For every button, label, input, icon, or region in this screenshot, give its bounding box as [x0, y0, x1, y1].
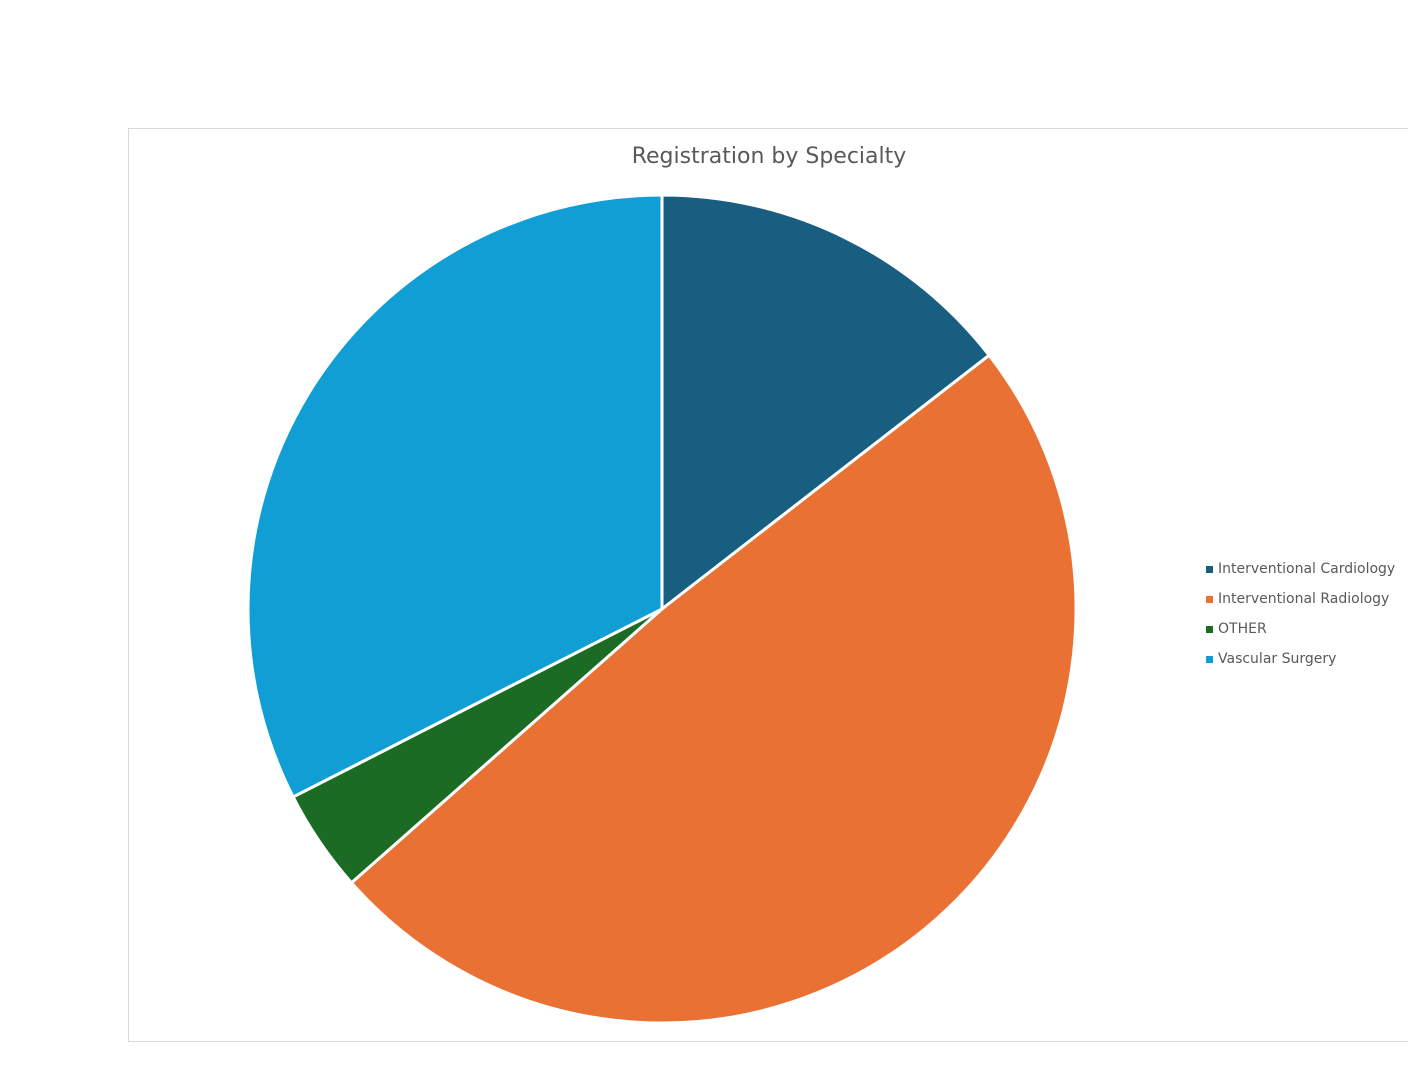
legend-swatch — [1206, 595, 1213, 603]
slice-interventional-cardiology — [660, 193, 991, 611]
legend-item: Vascular Surgery — [1206, 644, 1395, 674]
legend-swatch — [1206, 625, 1213, 633]
legend-swatch — [1206, 655, 1213, 663]
legend-label: Interventional Radiology — [1218, 591, 1390, 607]
slice-vascular-surgery — [246, 193, 664, 799]
chart-title: Registration by Specialty — [631, 144, 907, 169]
pie-slices — [246, 193, 1078, 1025]
legend-item: Interventional Radiology — [1206, 584, 1395, 614]
legend-item: Interventional Cardiology — [1206, 554, 1395, 584]
legend-label: OTHER — [1218, 621, 1267, 637]
legend-label: Interventional Cardiology — [1218, 561, 1396, 577]
legend-swatch — [1206, 565, 1213, 573]
slice-interventional-radiology — [349, 353, 1078, 1025]
legend-label: Vascular Surgery — [1218, 651, 1337, 667]
chart-legend: Interventional Cardiology Interventional… — [1206, 554, 1395, 674]
legend-item: OTHER — [1206, 614, 1395, 644]
